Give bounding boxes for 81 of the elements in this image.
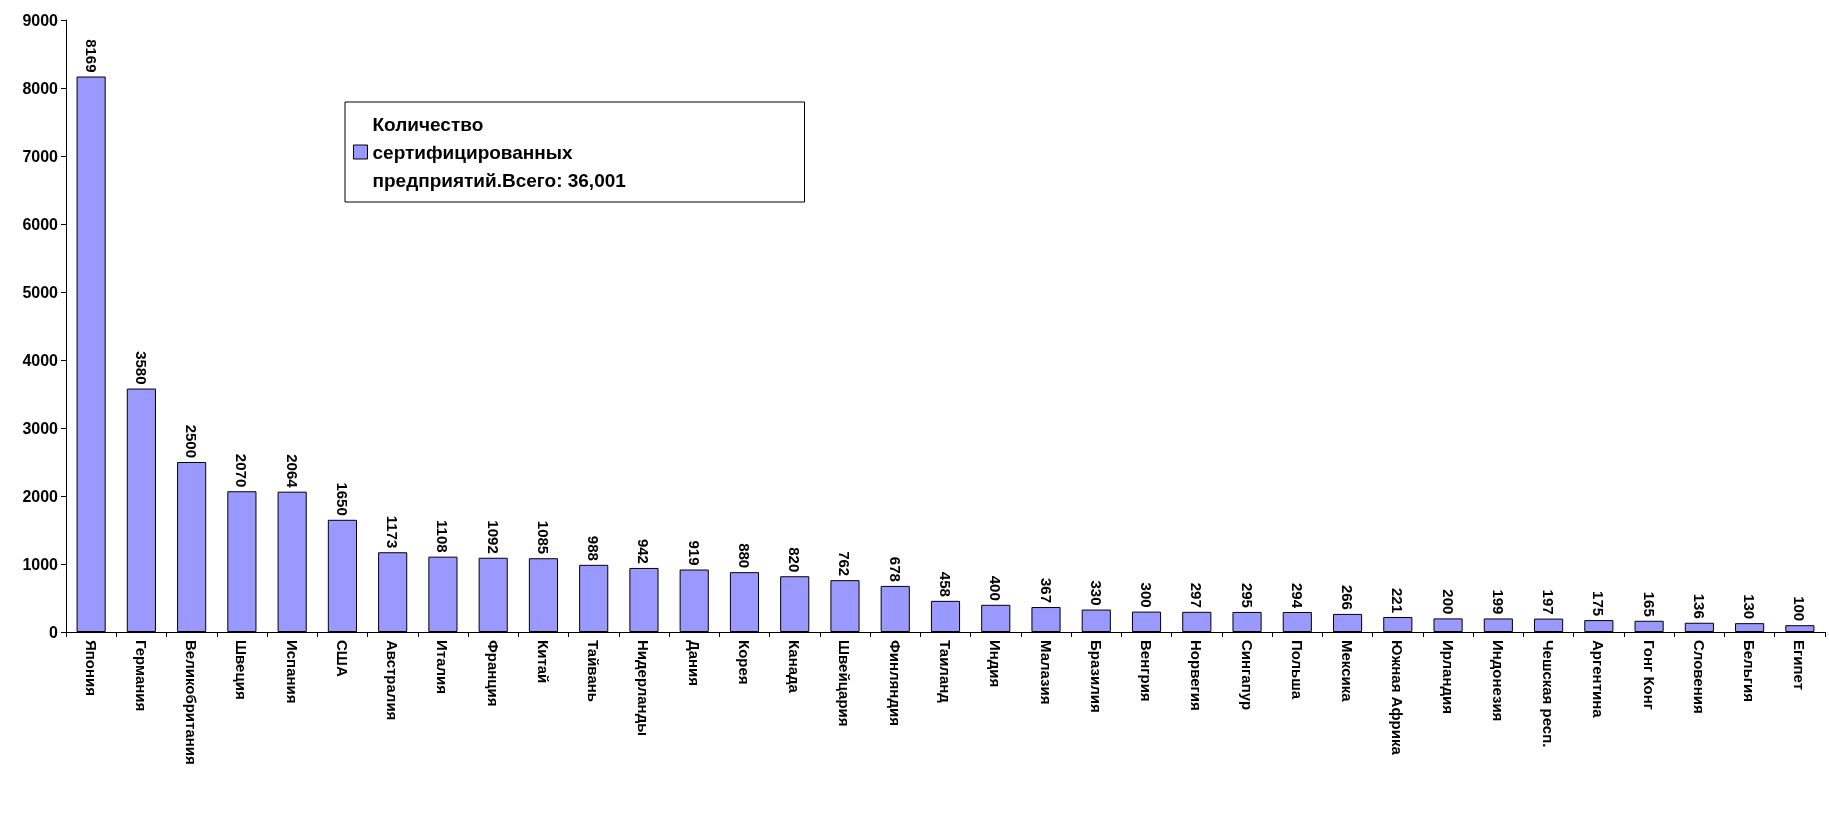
x-tick-label: Чешская респ. (1540, 640, 1558, 748)
x-tick-label: Великобритания (183, 640, 201, 765)
x-tick-label: Канада (786, 640, 804, 694)
data-label: 330 (1087, 580, 1105, 606)
data-label: 136 (1690, 593, 1708, 619)
y-tick-label: 9000 (22, 11, 59, 29)
data-label: 1650 (333, 482, 351, 516)
data-label: 197 (1540, 589, 1558, 615)
data-label: 2500 (183, 424, 201, 458)
data-label: 762 (836, 551, 854, 577)
data-label: 3580 (132, 351, 150, 385)
x-tick-label: Гонг Конг (1640, 640, 1658, 711)
data-label: 295 (1238, 582, 1256, 608)
x-tick-label: Норвегия (1188, 640, 1206, 711)
x-tick-label: Корея (735, 640, 753, 685)
data-label: 678 (886, 556, 904, 582)
x-tick-label: Польша (1288, 640, 1306, 700)
legend-label: Количество сертифицированных предприятий.Всего: 36,001 (372, 113, 627, 191)
data-label: 942 (635, 538, 653, 564)
data-label: 266 (1339, 584, 1357, 610)
data-label: 820 (786, 547, 804, 573)
data-label: 1085 (534, 520, 552, 555)
x-tick-label: Мексика (1339, 640, 1357, 703)
x-tick-label: Нидерланды (635, 640, 653, 736)
y-tick-label: 3000 (22, 419, 59, 437)
data-label: 175 (1590, 591, 1608, 617)
data-label: 199 (1489, 589, 1507, 615)
data-label: 400 (987, 575, 1005, 601)
data-label: 8169 (82, 39, 100, 73)
data-label: 1092 (484, 520, 502, 554)
x-tick-label: Индия (987, 640, 1005, 688)
data-label: 919 (685, 540, 703, 566)
data-label: 2064 (283, 454, 301, 489)
data-label: 300 (1138, 582, 1156, 608)
data-label: 294 (1288, 582, 1306, 609)
x-tick-label: США (333, 640, 351, 677)
x-tick-label: Швеция (233, 640, 251, 700)
x-tick-label: Франция (484, 640, 502, 707)
data-label: 100 (1791, 596, 1809, 622)
x-tick-label: Венгрия (1138, 640, 1156, 702)
y-tick-label: 1000 (22, 555, 59, 573)
y-tick-label: 0 (49, 623, 59, 641)
x-tick-label: Малазия (1037, 640, 1055, 705)
x-tick-label: Бразилия (1087, 640, 1105, 713)
x-tick-label: Бельгия (1741, 640, 1759, 703)
data-label: 2070 (233, 453, 251, 488)
data-label: 221 (1389, 587, 1407, 613)
data-label: 165 (1640, 591, 1658, 617)
data-label: 880 (735, 543, 753, 569)
x-tick-label: Сингапур (1238, 640, 1256, 711)
x-tick-label: Таиланд (937, 640, 954, 704)
x-tick-label: Швейцария (836, 640, 854, 727)
x-tick-label: Египет (1791, 640, 1809, 691)
data-label: 988 (585, 535, 603, 561)
data-label: 297 (1188, 582, 1206, 608)
x-tick-label: Южная Африка (1389, 640, 1407, 756)
x-tick-label: Ирландия (1439, 640, 1457, 714)
y-tick-label: 4000 (22, 351, 59, 369)
x-tick-label: Япония (82, 640, 100, 697)
x-tick-label: Австралия (384, 640, 402, 721)
x-tick-label: Словения (1690, 640, 1708, 714)
data-label: 130 (1741, 594, 1759, 620)
data-label: 1173 (384, 515, 402, 549)
data-label: 1108 (434, 520, 452, 553)
data-label: 200 (1439, 589, 1457, 615)
data-label: 458 (937, 571, 954, 597)
x-tick-label: Германия (132, 640, 150, 712)
x-tick-label: Тайвань (585, 640, 603, 702)
x-tick-label: Индонезия (1489, 640, 1507, 722)
y-tick-label: 2000 (22, 487, 59, 505)
x-tick-label: Финляндия (886, 640, 904, 726)
y-tick-label: 6000 (22, 215, 59, 233)
x-tick-label: Китай (534, 640, 552, 684)
y-tick-label: 5000 (22, 283, 59, 301)
x-tick-label: Дания (685, 640, 703, 687)
x-tick-label: Аргентина (1590, 640, 1608, 719)
x-tick-label: Испания (283, 640, 301, 704)
x-tick-label: Италия (434, 640, 452, 694)
data-label: 367 (1037, 578, 1055, 604)
y-tick-label: 8000 (22, 79, 59, 97)
y-tick-label: 7000 (22, 147, 59, 165)
